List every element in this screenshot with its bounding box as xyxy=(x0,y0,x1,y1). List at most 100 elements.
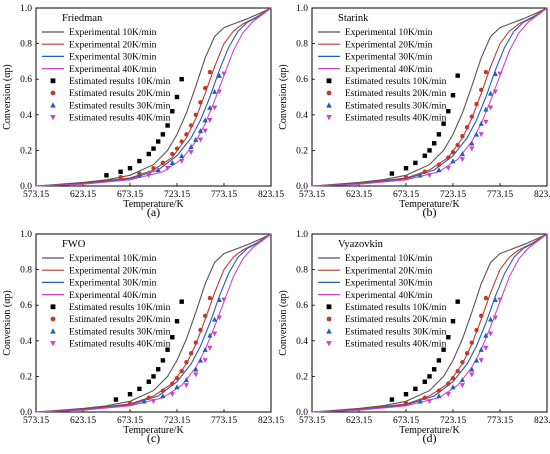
data-point xyxy=(212,316,218,322)
data-point xyxy=(417,398,423,404)
data-point xyxy=(207,104,213,110)
data-point xyxy=(160,388,166,393)
data-point xyxy=(478,346,484,352)
data-point xyxy=(212,105,218,111)
data-point xyxy=(183,383,189,389)
data-point xyxy=(170,151,175,157)
legend-label: Estimated results 40K/min xyxy=(69,114,171,124)
data-point xyxy=(198,100,203,105)
chart-panel-0: 573.15 623.15 673.15 723.15 773.15 823.15 0.0 0… xyxy=(2,4,284,219)
data-point xyxy=(432,141,437,146)
data-point xyxy=(469,140,475,146)
data-point xyxy=(104,173,109,178)
data-point xyxy=(432,367,437,372)
x-tick-label: 773.15 xyxy=(487,190,513,200)
data-point xyxy=(146,379,151,384)
data-point xyxy=(483,332,489,338)
chart-panel-2: 573.15 623.15 673.15 723.15 773.15 823.15 0.0 0… xyxy=(2,230,284,445)
data-point xyxy=(160,132,166,137)
data-point xyxy=(221,71,227,77)
series-line xyxy=(311,7,548,187)
y-tick-label: 0.2 xyxy=(20,146,32,156)
data-point xyxy=(413,160,418,166)
x-tick-label: 723.15 xyxy=(440,416,466,426)
data-point xyxy=(483,106,489,112)
y-tick-label: 0.4 xyxy=(296,337,308,347)
data-point xyxy=(403,166,409,171)
y-tick-label: 1.0 xyxy=(296,230,308,240)
data-point xyxy=(426,399,433,405)
legend-label: Estimated results 30K/min xyxy=(69,327,171,337)
data-point xyxy=(188,351,194,356)
y-tick-label: 0.4 xyxy=(20,337,32,347)
data-point xyxy=(450,384,456,390)
data-point xyxy=(118,174,123,180)
data-point xyxy=(455,73,460,78)
data-point xyxy=(221,297,227,303)
x-tick-label: 623.15 xyxy=(346,190,372,200)
data-point xyxy=(422,153,427,158)
data-point xyxy=(169,392,175,397)
data-point xyxy=(207,117,213,123)
data-point xyxy=(389,397,395,402)
data-point xyxy=(427,374,432,379)
legend-label: Estimated results 40K/min xyxy=(345,114,447,124)
data-point xyxy=(473,357,480,363)
data-point xyxy=(469,366,475,372)
legend-label: Experimental 10K/min xyxy=(345,28,433,38)
x-tick-label: 773.15 xyxy=(211,416,237,426)
legend-label: Estimated results 20K/min xyxy=(345,89,447,99)
data-point xyxy=(473,131,480,137)
data-point xyxy=(169,160,175,166)
data-point xyxy=(216,89,222,95)
data-point xyxy=(156,367,161,372)
data-point xyxy=(469,114,474,119)
data-point xyxy=(202,128,208,134)
data-point xyxy=(127,400,133,406)
y-axis-label: Conversion (αp) xyxy=(278,290,289,356)
data-point xyxy=(446,155,451,160)
data-point xyxy=(479,87,484,93)
data-point xyxy=(183,377,189,383)
y-tick-label: 0.2 xyxy=(296,146,308,156)
data-point xyxy=(455,142,460,148)
data-point xyxy=(179,299,184,304)
data-point xyxy=(450,375,456,381)
data-point xyxy=(492,71,498,77)
legend-label: Estimated results 20K/min xyxy=(69,89,171,99)
data-point xyxy=(170,335,175,340)
data-point xyxy=(146,173,152,179)
x-tick-label: 573.15 xyxy=(299,190,325,200)
y-tick-label: 0.6 xyxy=(296,75,308,85)
data-point xyxy=(156,139,161,144)
y-tick-label: 1.0 xyxy=(20,4,32,14)
data-point xyxy=(165,166,171,171)
chart-panel-1: 573.15 623.15 673.15 723.15 773.15 823.15 0.0 0… xyxy=(278,4,550,219)
legend-label: Experimental 30K/min xyxy=(345,279,433,289)
data-point xyxy=(174,384,180,390)
data-point xyxy=(436,388,442,393)
data-point xyxy=(464,125,470,130)
data-point xyxy=(127,392,133,397)
legend-marker xyxy=(50,341,56,347)
legend-marker xyxy=(50,90,56,96)
x-axis-label: Temperature/K xyxy=(123,425,184,436)
data-point xyxy=(488,90,494,96)
legend-label: Experimental 20K/min xyxy=(345,40,433,50)
legend-marker xyxy=(50,102,56,108)
data-point xyxy=(488,105,494,111)
data-point xyxy=(160,358,166,363)
x-tick-label: 673.15 xyxy=(393,416,419,426)
legend-label: Experimental 40K/min xyxy=(345,291,433,301)
data-point xyxy=(417,172,423,178)
data-point xyxy=(197,128,204,134)
panel-letter: (a) xyxy=(147,205,160,219)
chart-title: Starink xyxy=(338,13,369,24)
series-line xyxy=(35,233,272,413)
data-point xyxy=(459,157,465,163)
data-point xyxy=(179,152,185,158)
x-tick-label: 773.15 xyxy=(211,190,237,200)
legend-marker xyxy=(326,115,332,121)
data-point xyxy=(179,77,184,82)
series-line xyxy=(311,233,548,413)
